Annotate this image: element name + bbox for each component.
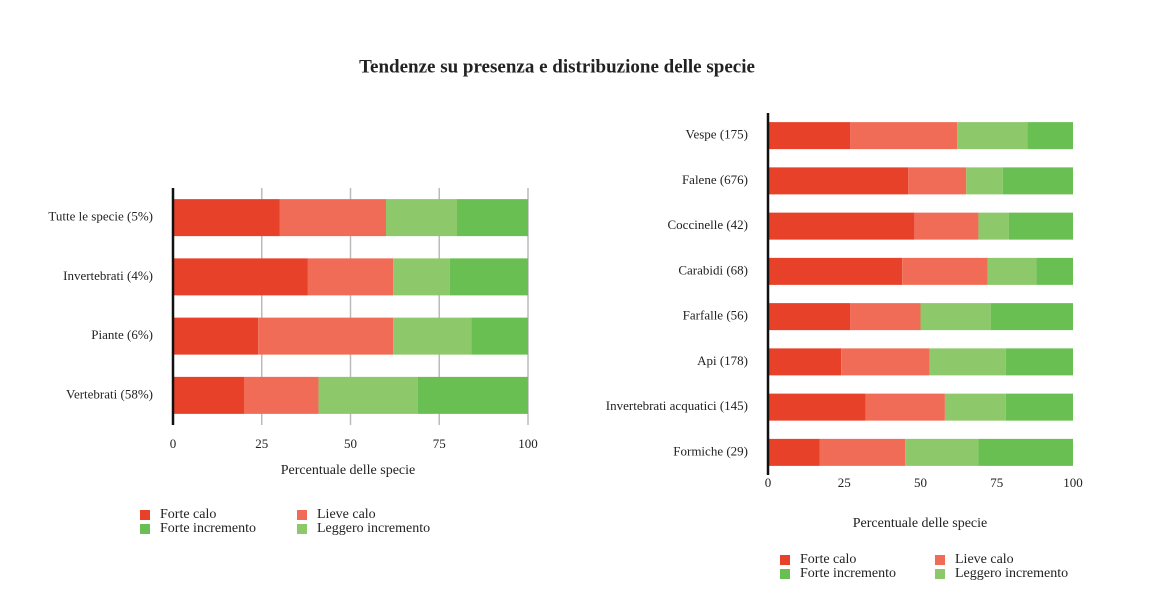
bar-segment	[393, 258, 450, 296]
legend-swatch	[780, 555, 790, 565]
bar-segment	[966, 167, 1003, 195]
bar-segment	[768, 303, 851, 331]
legend-label: Forte incremento	[800, 566, 896, 581]
legend-label: Lieve calo	[955, 552, 1014, 567]
bar-segment	[449, 258, 528, 296]
bar-segment	[173, 199, 280, 237]
bar-segment	[393, 317, 472, 355]
x-tick-label: 0	[170, 436, 177, 451]
legend-swatch	[297, 510, 307, 520]
x-tick-label: 75	[990, 475, 1003, 490]
x-tick-label: 25	[838, 475, 851, 490]
legend-label: Leggero incremento	[317, 521, 430, 536]
bar-segment	[318, 376, 418, 414]
legend-label: Lieve calo	[317, 507, 376, 522]
bar-segment	[173, 258, 308, 296]
legend-swatch	[297, 524, 307, 534]
bar-segment	[768, 167, 909, 195]
y-tick-label: Carabidi (68)	[678, 262, 748, 277]
bar-segment	[1027, 122, 1073, 150]
bar-segment	[990, 303, 1073, 331]
y-tick-label: Formiche (29)	[673, 443, 748, 458]
bar-segment	[307, 258, 394, 296]
bar-segment	[978, 438, 1073, 466]
y-tick-label: Coccinelle (42)	[668, 217, 749, 232]
legend-swatch	[780, 569, 790, 579]
bar-segment	[819, 438, 906, 466]
bar-segment	[905, 438, 979, 466]
x-tick-label: 25	[255, 436, 268, 451]
bar-segment	[173, 376, 244, 414]
chart-title: Tendenze su presenza e distribuzione del…	[359, 56, 755, 77]
bar-segment	[1008, 212, 1073, 240]
bar-segment	[914, 212, 979, 240]
bar-segment	[1005, 348, 1073, 376]
bar-segment	[987, 257, 1037, 285]
legend-swatch	[140, 510, 150, 520]
bar-segment	[386, 199, 457, 237]
legend-swatch	[935, 555, 945, 565]
bar-segment	[768, 348, 842, 376]
bar-segment	[768, 438, 820, 466]
y-tick-label: Piante (6%)	[91, 327, 153, 342]
bar-segment	[768, 212, 915, 240]
bar-segment	[258, 317, 394, 355]
bar-segment	[902, 257, 988, 285]
bar-segment	[768, 257, 903, 285]
x-axis-title: Percentuale delle specie	[852, 516, 988, 531]
x-tick-label: 50	[344, 436, 357, 451]
bar-segment	[850, 122, 958, 150]
y-tick-label: Falene (676)	[682, 172, 748, 187]
x-axis-title: Percentuale delle specie	[280, 463, 416, 478]
bar-segment	[471, 317, 528, 355]
bar-segment	[768, 393, 866, 421]
y-tick-label: Tutte le specie (5%)	[48, 209, 153, 224]
bar-segment	[457, 199, 528, 237]
bar-segment	[841, 348, 930, 376]
y-tick-label: Api (178)	[697, 353, 748, 368]
bar-segment	[920, 303, 991, 331]
legend-label: Forte calo	[800, 552, 856, 567]
bar-segment	[279, 199, 386, 237]
bar-segment	[173, 317, 259, 355]
bar-segment	[768, 122, 851, 150]
bar-segment	[865, 393, 945, 421]
x-tick-label: 0	[765, 475, 772, 490]
bar-segment	[1005, 393, 1073, 421]
legend-label: Forte incremento	[160, 521, 256, 536]
bar-segment	[944, 393, 1006, 421]
bar-segment	[417, 376, 528, 414]
y-tick-label: Farfalle (56)	[683, 308, 748, 323]
legend-label: Forte calo	[160, 507, 216, 522]
bar-segment	[1036, 257, 1073, 285]
y-tick-label: Invertebrati (4%)	[63, 268, 153, 283]
legend-swatch	[935, 569, 945, 579]
legend-swatch	[140, 524, 150, 534]
bar-segment	[244, 376, 319, 414]
x-tick-label: 75	[433, 436, 446, 451]
legend-label: Leggero incremento	[955, 566, 1068, 581]
y-tick-label: Vespe (175)	[686, 127, 748, 142]
y-tick-label: Vertebrati (58%)	[66, 386, 153, 401]
bar-segment	[908, 167, 967, 195]
bar-segment	[957, 122, 1028, 150]
y-tick-label: Invertebrati acquatici (145)	[606, 398, 748, 413]
x-tick-label: 100	[1063, 475, 1083, 490]
x-tick-label: 100	[518, 436, 538, 451]
bar-segment	[978, 212, 1009, 240]
x-tick-label: 50	[914, 475, 927, 490]
bar-segment	[850, 303, 921, 331]
bar-segment	[1002, 167, 1073, 195]
bar-segment	[929, 348, 1006, 376]
